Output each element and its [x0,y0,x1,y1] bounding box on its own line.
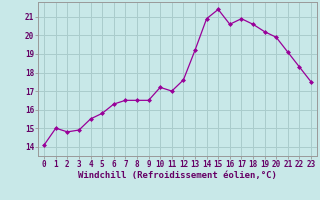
X-axis label: Windchill (Refroidissement éolien,°C): Windchill (Refroidissement éolien,°C) [78,171,277,180]
